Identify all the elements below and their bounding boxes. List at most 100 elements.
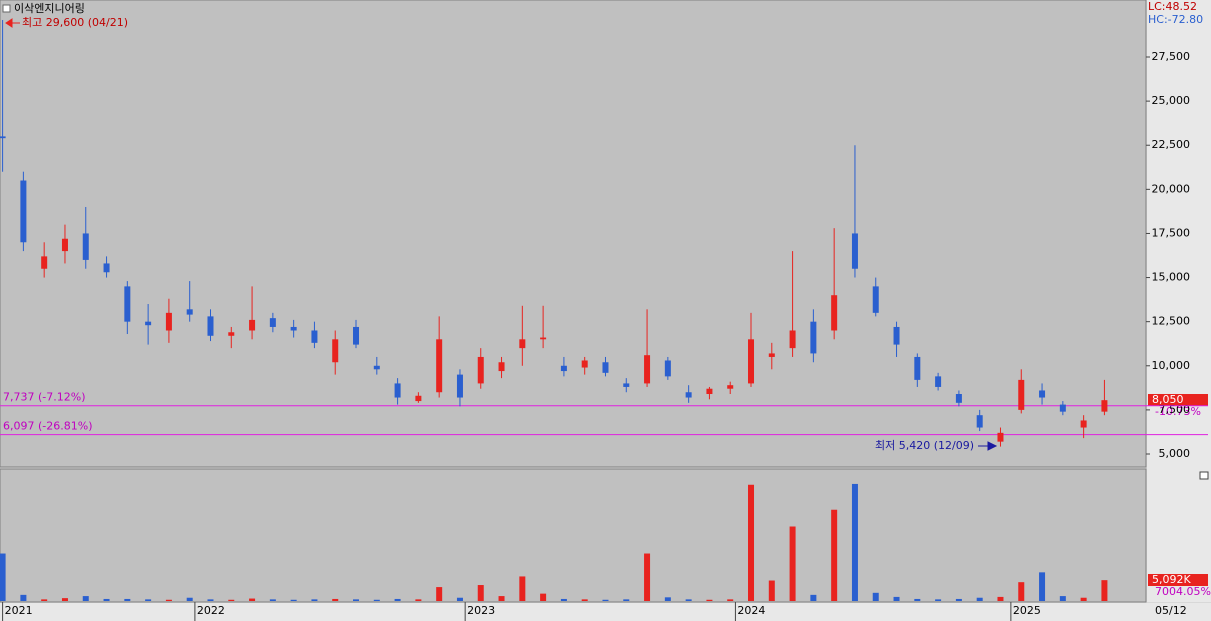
- volume-bar: [1101, 580, 1108, 601]
- volume-bar: [789, 526, 796, 601]
- high-arrow: [5, 18, 20, 28]
- y-tick-label: 22,500: [1152, 138, 1191, 151]
- volume-bar: [623, 599, 630, 601]
- candle-body: [228, 332, 235, 336]
- candle-body: [1101, 400, 1108, 412]
- candle-body: [768, 353, 775, 357]
- last-volume-box: [1148, 574, 1208, 586]
- volume-bar: [727, 599, 734, 601]
- candle-body: [165, 312, 172, 331]
- volume-bar: [519, 576, 526, 601]
- volume-bar: [498, 596, 505, 601]
- candle-body: [706, 388, 713, 395]
- volume-bar: [353, 599, 360, 601]
- volume-bar: [311, 599, 318, 601]
- y-tick-label: 12,500: [1152, 315, 1191, 328]
- volume-bar: [893, 596, 900, 601]
- volume-bar: [249, 598, 256, 601]
- last-price-box: [1148, 394, 1208, 406]
- volume-bar: [124, 598, 131, 601]
- candle-body: [581, 360, 588, 368]
- candle-body: [727, 385, 734, 389]
- volume-bar: [456, 597, 463, 601]
- candle-body: [82, 233, 89, 260]
- candle-body: [789, 330, 796, 349]
- candle-body: [103, 263, 110, 273]
- volume-pane: [0, 468, 1147, 603]
- candle-body: [394, 383, 401, 398]
- candle-body: [20, 180, 27, 243]
- lc-label: LC:48.52: [1148, 0, 1197, 13]
- candle-body: [1018, 379, 1025, 410]
- volume-change-label: 7004.05%: [1155, 585, 1211, 598]
- volume-bar: [664, 597, 671, 601]
- volume-bar: [165, 599, 172, 601]
- volume-bar: [41, 599, 48, 601]
- volume-bar: [581, 599, 588, 601]
- candle-body: [41, 256, 48, 269]
- candle-body: [914, 356, 921, 380]
- candle-body: [602, 362, 609, 373]
- candle-body: [831, 295, 838, 331]
- y-tick-label: 17,500: [1152, 226, 1191, 239]
- candle-body: [560, 365, 567, 372]
- volume-bar: [706, 599, 713, 601]
- y-tick-label: 25,000: [1152, 94, 1191, 107]
- candle-body: [623, 383, 630, 387]
- volume-bar: [872, 592, 879, 601]
- volume-bar: [935, 599, 942, 601]
- candle-body: [997, 432, 1004, 442]
- last-date-label: 05/12: [1155, 604, 1187, 617]
- volume-bar: [269, 599, 276, 601]
- title-box: [2, 4, 11, 13]
- candle-body: [145, 321, 152, 326]
- y-tick-label: 10,000: [1152, 359, 1191, 372]
- volume-bar: [997, 596, 1004, 601]
- candle-body: [456, 374, 463, 398]
- volume-bar: [61, 598, 68, 601]
- candle-body: [207, 316, 214, 336]
- candle-body: [540, 337, 547, 340]
- candle-body: [249, 319, 256, 331]
- candle-body: [498, 362, 505, 372]
- volume-bar: [1080, 597, 1087, 601]
- volume-bar: [644, 553, 651, 601]
- candle-body: [124, 286, 131, 322]
- candle-body: [415, 395, 422, 402]
- candle-body: [311, 330, 318, 343]
- last-change-label: -10.73%: [1155, 405, 1201, 418]
- reference-label: 7,737 (-7.12%): [3, 391, 85, 404]
- y-tick-label: 7,500: [1159, 403, 1191, 416]
- volume-bar: [290, 599, 297, 601]
- volume-bar: [0, 553, 6, 601]
- volume-bar: [207, 599, 214, 601]
- y-tick-label: 5,000: [1159, 447, 1191, 460]
- candle-body: [748, 339, 755, 384]
- volume-bar: [810, 594, 817, 601]
- volume-bar: [228, 599, 235, 601]
- volume-bar: [748, 484, 755, 601]
- volume-bar: [20, 594, 27, 601]
- volume-bar: [560, 598, 567, 601]
- volume-bar: [1059, 596, 1066, 601]
- volume-bar: [436, 587, 443, 601]
- volume-bar: [332, 598, 339, 601]
- volume-bar: [394, 598, 401, 601]
- x-tick-label: 2023: [467, 604, 495, 617]
- volume-bar: [851, 483, 858, 601]
- y-tick-label: 27,500: [1152, 50, 1191, 63]
- candle-body: [955, 394, 962, 403]
- y-tick-label: 15,000: [1152, 271, 1191, 284]
- price-pane: [0, 0, 1147, 468]
- pane-button[interactable]: [1199, 471, 1209, 480]
- candle-body: [872, 286, 879, 313]
- candle-body: [644, 355, 651, 384]
- candle-body: [436, 339, 443, 393]
- volume-bar: [415, 599, 422, 601]
- candle-body: [1059, 404, 1066, 412]
- x-tick-label: 2025: [1013, 604, 1041, 617]
- right-axis: [1147, 0, 1211, 602]
- candle-body: [332, 339, 339, 363]
